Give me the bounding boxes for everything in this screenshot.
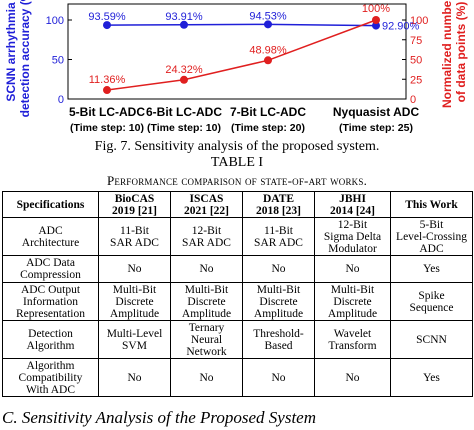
datapoints-series-line	[106, 19, 377, 91]
datapoints-data-label: 100%	[362, 3, 390, 15]
table-row: Detection Algorithm Multi-Level SVM Tern…	[2, 320, 473, 359]
header-this-work: This Work	[390, 191, 473, 218]
sensitivity-chart: 0 50 100 0 25 50 75 100 SCNN arrhythmia detect…	[4, 0, 468, 134]
table-cell: Multi-Bit Discrete Amplitude	[314, 282, 391, 321]
datapoints-point	[372, 16, 380, 24]
accuracy-data-label: 94.53%	[249, 10, 287, 22]
accuracy-data-label: 92.90%	[382, 21, 420, 33]
right-axis-tick-label: 75	[410, 35, 422, 47]
table-cell: ADC Architecture	[2, 217, 99, 256]
right-axis-tick-label: 0	[410, 94, 416, 106]
x-category-sublabel: (Time step: 25)	[339, 122, 413, 134]
left-axis-ticks: 0 50 100	[46, 15, 72, 106]
table-cell: 5-Bit Level-Crossing ADC	[390, 217, 473, 256]
table-cell: No	[98, 255, 171, 283]
header-iscas: ISCAS 2021 [22]	[170, 191, 243, 218]
left-axis-tick-label: 100	[46, 15, 64, 27]
table-label: TABLE I	[210, 155, 264, 170]
datapoints-point	[103, 86, 111, 95]
table-cell: No	[170, 255, 243, 283]
accuracy-point	[103, 21, 111, 30]
accuracy-point	[180, 20, 188, 29]
table-cell: No	[314, 358, 391, 397]
table-title: Performance comparison of state-of-art w…	[106, 173, 368, 188]
table-row: ADC Output Information Representation Mu…	[2, 282, 473, 321]
table-cell: 12-Bit SAR ADC	[170, 217, 243, 256]
table-header-row: Specifications BioCAS 2019 [21] ISCAS 20…	[2, 191, 473, 218]
datapoints-data-label: 24.32%	[165, 64, 203, 76]
table-cell: Detection Algorithm	[2, 320, 99, 359]
header-jbhi: JBHI 2014 [24]	[314, 191, 391, 218]
table-cell: No	[98, 358, 171, 397]
series-layer: 93.59% 93.91% 94.53% 92.90% 11.36% 24.32% 48.9…	[88, 3, 420, 95]
right-axis-tick-label: 25	[410, 74, 422, 86]
plot-frame	[67, 3, 407, 100]
right-axis-tick-label: 50	[410, 55, 422, 67]
x-category-label: 5-Bit LC-ADC	[69, 105, 145, 119]
right-axis-title-line1: Normalized number	[440, 0, 454, 108]
table-row: ADC Architecture 11-Bit SAR ADC 12-Bit S…	[2, 217, 473, 256]
datapoints-data-label: 48.98%	[249, 44, 287, 56]
figure-caption: Fig. 7. Sensitivity analysis of the prop…	[94, 139, 380, 154]
table-cell: No	[314, 255, 391, 283]
header-biocas: BioCAS 2019 [21]	[98, 191, 171, 218]
table-cell: Spike Sequence	[390, 282, 473, 321]
table-row: ADC Data Compression No No No No Yes	[2, 255, 473, 283]
right-axis-title-line2: of data points (%)	[454, 2, 468, 103]
table-cell: ADC Output Information Representation	[2, 282, 99, 321]
x-category-label: 7-Bit LC-ADC	[230, 105, 306, 119]
left-axis-tick-label: 50	[52, 55, 64, 67]
x-category-label: Nyquasist ADC	[333, 105, 420, 119]
datapoints-point	[264, 56, 272, 65]
table-cell: 11-Bit SAR ADC	[242, 217, 315, 256]
accuracy-series-line	[106, 23, 377, 27]
table-cell: Threshold- Based	[242, 320, 315, 359]
left-axis-title-line2: detection accuracy (%)	[18, 0, 32, 117]
comparison-table: Specifications BioCAS 2019 [21] ISCAS 20…	[2, 191, 473, 397]
accuracy-data-label: 93.91%	[165, 11, 203, 23]
header-date: DATE 2018 [23]	[242, 191, 315, 218]
table-cell: Wavelet Transform	[314, 320, 391, 359]
header-specifications: Specifications	[2, 191, 99, 218]
table-cell: Multi-Bit Discrete Amplitude	[242, 282, 315, 321]
table-row: Algorithm Compatibility With ADC No No N…	[2, 358, 473, 397]
table-cell: No	[242, 358, 315, 397]
accuracy-data-label: 93.59%	[88, 11, 126, 23]
x-category-sublabel: (Time step: 10)	[147, 122, 221, 134]
datapoints-data-label: 11.36%	[89, 74, 126, 86]
right-axis-tick-label: 100	[410, 15, 428, 27]
datapoints-point	[180, 75, 188, 84]
left-axis-title-line1: SCNN arrhythmia	[4, 2, 18, 102]
table-cell: Algorithm Compatibility With ADC	[2, 358, 99, 397]
table-cell: Ternary Neural Network	[170, 320, 243, 359]
x-category-sublabel: (Time step: 10)	[70, 122, 144, 134]
section-heading: C. Sensitivity Analysis of the Proposed …	[2, 408, 316, 427]
category-labels: 5-Bit LC-ADC(Time step: 10)6-Bit LC-ADC(…	[69, 105, 419, 134]
table-cell: Multi-Level SVM	[98, 320, 171, 359]
accuracy-point	[264, 20, 272, 29]
table-cell: Multi-Bit Discrete Amplitude	[98, 282, 171, 321]
left-axis-tick-label: 0	[58, 94, 64, 106]
table-cell: No	[242, 255, 315, 283]
right-axis-ticks: 0 25 50 75 100	[402, 15, 428, 106]
table-cell: 12-Bit Sigma Delta Modulator	[314, 217, 391, 256]
table-cell: ADC Data Compression	[2, 255, 99, 283]
accuracy-point	[372, 21, 380, 30]
table-cell: SCNN	[390, 320, 473, 359]
table-cell: 11-Bit SAR ADC	[98, 217, 171, 256]
table-cell: Yes	[390, 255, 473, 283]
x-category-label: 6-Bit LC-ADC	[146, 105, 222, 119]
x-category-sublabel: (Time step: 20)	[231, 122, 305, 134]
table-cell: Multi-Bit Discrete Amplitude	[170, 282, 243, 321]
table-cell: No	[170, 358, 243, 397]
table-cell: Yes	[390, 358, 473, 397]
